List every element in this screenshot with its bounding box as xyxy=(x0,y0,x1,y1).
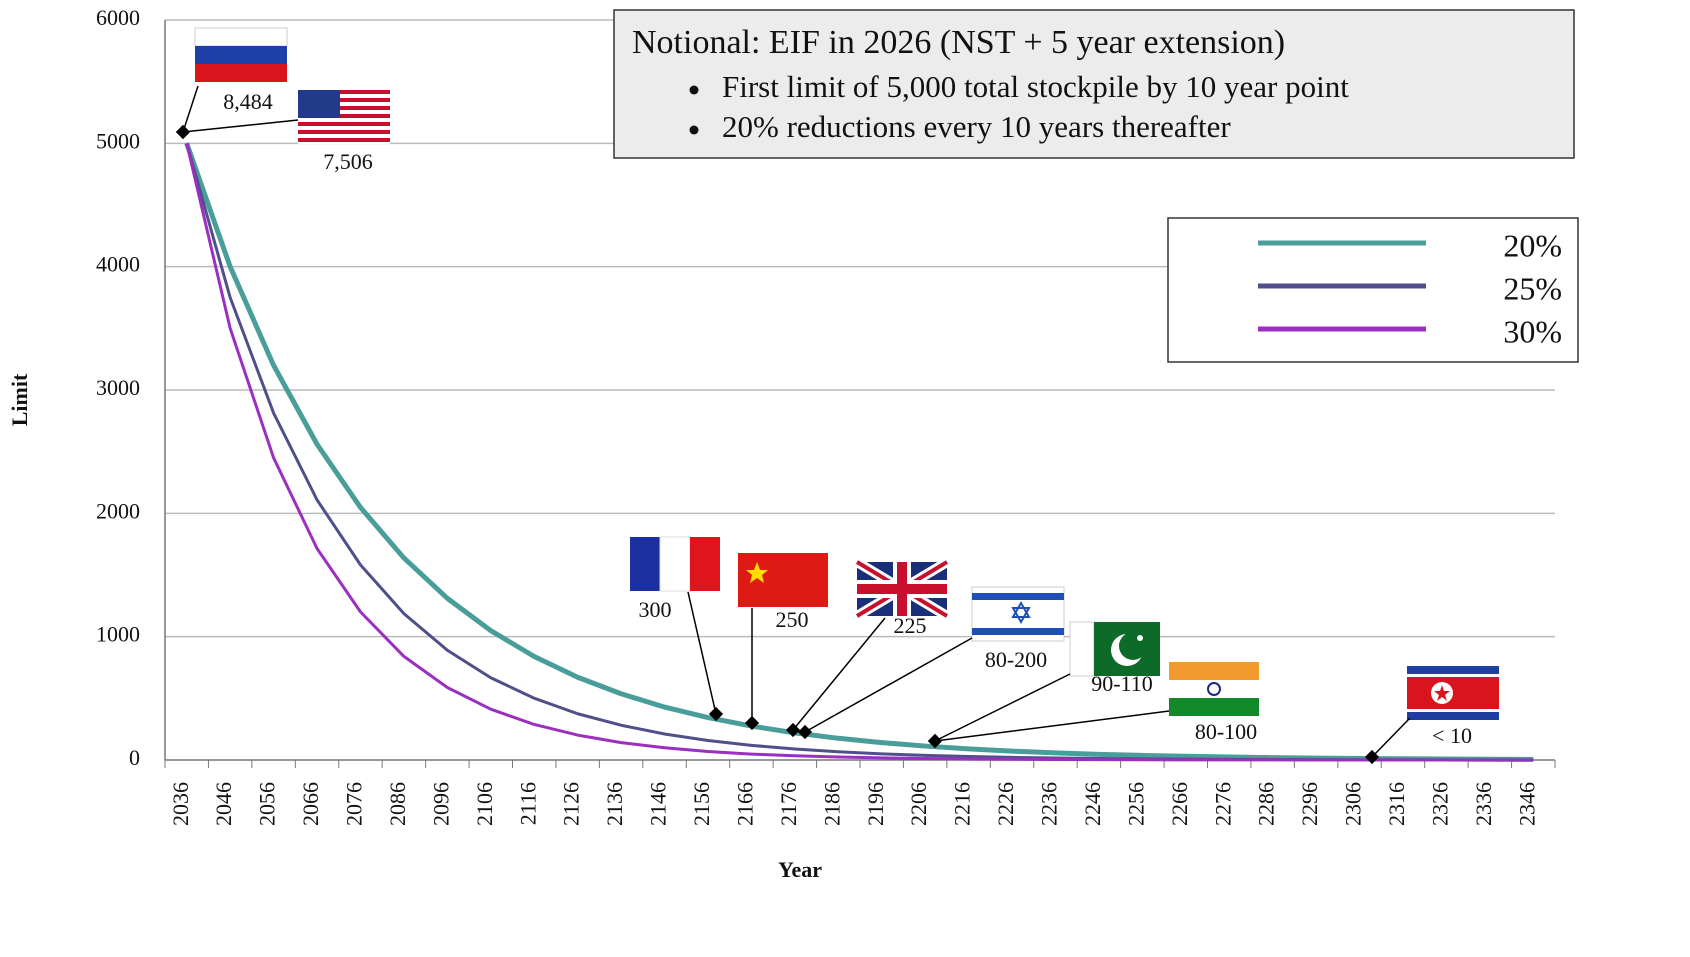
x-tick-label: 2216 xyxy=(950,782,975,826)
pointer-tip xyxy=(797,724,813,740)
pointer-line xyxy=(804,637,973,733)
x-tick-label: 2236 xyxy=(1037,782,1062,826)
x-tick-label: 2196 xyxy=(863,782,888,826)
x-tick-label: 2336 xyxy=(1471,782,1496,826)
y-tick-label: 0 xyxy=(129,745,140,770)
x-tick-label: 2136 xyxy=(602,782,627,826)
y-tick-label: 1000 xyxy=(96,622,140,647)
flag-uk xyxy=(854,557,950,621)
pointer-line xyxy=(1371,717,1411,758)
x-tick-label: 2286 xyxy=(1254,782,1279,826)
x-tick-label: 2166 xyxy=(732,782,757,826)
flag-israel xyxy=(971,586,1065,642)
pointer-line xyxy=(182,119,299,133)
pointer-tip xyxy=(927,733,943,749)
annotations: 8,484 7,506 300 250 225 80-200 90-110 80-100 < 1… xyxy=(175,85,1472,765)
x-tick-label: 2086 xyxy=(385,782,410,826)
pointer-line xyxy=(687,591,717,715)
flag-india xyxy=(1169,662,1259,716)
bullet xyxy=(689,85,699,95)
flag-usa xyxy=(298,90,390,144)
x-tick-label: 2316 xyxy=(1384,782,1409,826)
annotation-label: 80-200 xyxy=(985,647,1047,672)
series-line xyxy=(185,142,1534,762)
x-tick-label: 2326 xyxy=(1427,782,1452,826)
y-axis-label: Limit xyxy=(7,373,32,426)
annotation-label: 90-110 xyxy=(1091,671,1153,696)
annotation-label: 8,484 xyxy=(223,89,273,114)
bullet xyxy=(689,125,699,135)
x-tick-label: 2276 xyxy=(1210,782,1235,826)
x-tick-label: 2226 xyxy=(993,782,1018,826)
pointer-line xyxy=(792,617,886,731)
x-tick-label: 2076 xyxy=(342,782,367,826)
pointer-tip xyxy=(1364,749,1380,765)
flag-russia xyxy=(194,27,288,82)
pointer-tip xyxy=(785,722,801,738)
x-tick-label: 2066 xyxy=(298,782,323,826)
x-tick-label: 2106 xyxy=(472,782,497,826)
x-tick-label: 2056 xyxy=(255,782,280,826)
pointer-tip xyxy=(708,706,724,722)
bullet-text: 20% reductions every 10 years thereafter xyxy=(722,109,1231,144)
title-box xyxy=(613,9,1575,159)
flags xyxy=(194,27,1499,720)
annotation-label: 300 xyxy=(639,597,672,622)
lines xyxy=(184,142,1534,762)
flag-north-korea xyxy=(1407,666,1499,720)
legend-label: 30% xyxy=(1503,313,1562,349)
x-tick-label: 2346 xyxy=(1514,782,1539,826)
y-tick-label: 2000 xyxy=(96,498,140,523)
legend-label: 20% xyxy=(1503,227,1562,263)
pointer-line xyxy=(934,710,1170,742)
pointer-tip xyxy=(175,124,191,140)
y-tick-label: 6000 xyxy=(96,5,140,30)
grid: 0 1000 2000 3000 4000 5000 6000 2036 2046 2056 206… xyxy=(96,5,1556,826)
annotation-label: 225 xyxy=(894,613,927,638)
x-tick-label: 2036 xyxy=(168,782,193,826)
x-tick-label: 2256 xyxy=(1123,782,1148,826)
pointer-line xyxy=(934,673,1071,742)
pointer-tip xyxy=(744,715,760,731)
flag-china xyxy=(738,553,828,607)
x-tick-label: 2246 xyxy=(1080,782,1105,826)
x-tick-label: 2296 xyxy=(1297,782,1322,826)
annotation-label: 80-100 xyxy=(1195,719,1257,744)
annotation-label: 250 xyxy=(776,607,809,632)
y-tick-label: 3000 xyxy=(96,375,140,400)
x-tick-label: 2186 xyxy=(819,782,844,826)
legend: 20% 25% 30% xyxy=(1258,227,1562,349)
chart-title: Notional: EIF in 2026 (NST + 5 year exte… xyxy=(632,24,1285,61)
x-tick-label: 2266 xyxy=(1167,782,1192,826)
x-tick-label: 2306 xyxy=(1341,782,1366,826)
pointer-line xyxy=(182,85,199,133)
x-tick-label: 2176 xyxy=(776,782,801,826)
x-tick-label: 2116 xyxy=(515,782,540,825)
x-tick-label: 2126 xyxy=(559,782,584,826)
x-tick-label: 2156 xyxy=(689,782,714,826)
flag-pakistan xyxy=(1069,621,1160,677)
annotation-label: 7,506 xyxy=(323,149,373,174)
x-tick-label: 2096 xyxy=(428,782,453,826)
x-tick-label: 2046 xyxy=(211,782,236,826)
y-tick-label: 5000 xyxy=(96,128,140,153)
annotation-label: < 10 xyxy=(1432,723,1472,748)
x-axis-label: Year xyxy=(778,857,822,882)
x-tick-label: 2206 xyxy=(906,782,931,826)
y-tick-label: 4000 xyxy=(96,252,140,277)
legend-label: 25% xyxy=(1503,270,1562,306)
bullet-text: First limit of 5,000 total stockpile by … xyxy=(722,69,1349,104)
series-line xyxy=(184,142,1534,762)
flag-france xyxy=(630,536,720,592)
x-tick-label: 2146 xyxy=(646,782,671,826)
